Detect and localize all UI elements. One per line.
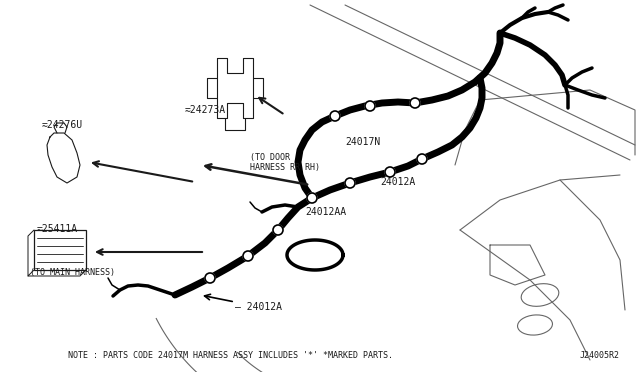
Text: 24017N: 24017N [345, 137, 380, 147]
Text: (TO MAIN HARNESS): (TO MAIN HARNESS) [30, 268, 115, 277]
Circle shape [273, 225, 283, 235]
Bar [34, 230, 86, 270]
Text: HARNESS RR RH): HARNESS RR RH) [250, 163, 320, 172]
Circle shape [330, 111, 340, 121]
Text: ≂24273A: ≂24273A [185, 105, 226, 115]
Circle shape [417, 154, 427, 164]
Circle shape [365, 101, 375, 111]
Circle shape [410, 98, 420, 108]
Text: J24005R2: J24005R2 [580, 351, 620, 360]
Circle shape [385, 167, 395, 177]
Text: 24012AA: 24012AA [305, 207, 346, 217]
Text: NOTE : PARTS CODE 24017M HARNESS ASSY INCLUDES '*' *MARKED PARTS.: NOTE : PARTS CODE 24017M HARNESS ASSY IN… [67, 351, 392, 360]
Text: 24012A: 24012A [380, 177, 415, 187]
Circle shape [205, 273, 215, 283]
Circle shape [243, 251, 253, 261]
Text: ≂25411A: ≂25411A [37, 224, 78, 234]
Text: — 24012A: — 24012A [235, 302, 282, 312]
Text: ≂24276U: ≂24276U [42, 120, 83, 130]
Text: (TO DOOR: (TO DOOR [250, 153, 290, 162]
Circle shape [307, 193, 317, 203]
Circle shape [345, 178, 355, 188]
